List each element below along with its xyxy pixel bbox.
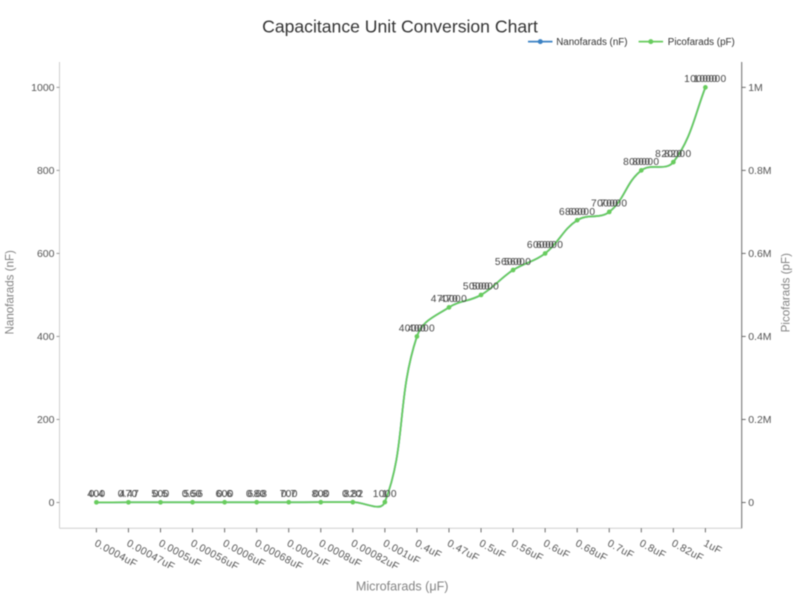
svg-text:Nanofarads (nF): Nanofarads (nF) [556, 37, 627, 48]
svg-text:820: 820 [664, 149, 682, 160]
svg-text:1M: 1M [748, 82, 763, 94]
svg-text:680: 680 [568, 207, 586, 218]
svg-text:470000: 470000 [431, 294, 467, 305]
svg-text:400: 400 [37, 331, 55, 343]
svg-text:680: 680 [248, 489, 266, 500]
svg-text:Picofarads (pF): Picofarads (pF) [780, 253, 793, 332]
svg-text:1000: 1000 [373, 489, 397, 500]
svg-text:Microfarads (μF): Microfarads (μF) [356, 579, 449, 593]
svg-text:0.4M: 0.4M [748, 331, 771, 343]
svg-text:0.5: 0.5 [153, 489, 168, 500]
svg-text:Picofarads (pF): Picofarads (pF) [668, 37, 735, 48]
svg-text:0.7: 0.7 [281, 489, 296, 500]
svg-text:Capacitance Unit Conversion Ch: Capacitance Unit Conversion Chart [262, 17, 538, 37]
svg-text:1000000: 1000000 [684, 74, 726, 85]
svg-text:0: 0 [49, 497, 55, 509]
svg-text:0.68: 0.68 [246, 489, 267, 500]
svg-text:0.82: 0.82 [342, 489, 363, 500]
svg-text:800: 800 [312, 489, 330, 500]
svg-text:1: 1 [382, 489, 388, 500]
svg-text:560000: 560000 [495, 257, 531, 268]
svg-text:0.8M: 0.8M [748, 165, 771, 177]
svg-text:0.6M: 0.6M [748, 248, 771, 260]
svg-text:0: 0 [748, 497, 754, 509]
svg-text:1000: 1000 [31, 82, 55, 94]
svg-text:0.8: 0.8 [313, 489, 328, 500]
svg-text:600: 600 [536, 240, 554, 251]
svg-text:470: 470 [119, 489, 137, 500]
svg-text:200: 200 [37, 414, 55, 426]
svg-text:400000: 400000 [399, 323, 435, 334]
svg-text:1000: 1000 [693, 74, 717, 85]
svg-text:600000: 600000 [527, 240, 563, 251]
svg-text:400: 400 [408, 323, 426, 334]
svg-text:700: 700 [280, 489, 298, 500]
svg-text:0.6: 0.6 [217, 489, 232, 500]
svg-text:0.4: 0.4 [89, 489, 104, 500]
svg-text:560: 560 [504, 257, 522, 268]
svg-text:700: 700 [600, 199, 618, 210]
svg-text:500000: 500000 [463, 282, 499, 293]
svg-text:0.56: 0.56 [182, 489, 203, 500]
svg-text:800000: 800000 [623, 157, 659, 168]
svg-text:0.2M: 0.2M [748, 414, 771, 426]
svg-text:0.47: 0.47 [118, 489, 139, 500]
svg-text:470: 470 [440, 294, 458, 305]
svg-text:500: 500 [472, 282, 490, 293]
svg-text:600: 600 [216, 489, 234, 500]
svg-text:Nanofarads (nF): Nanofarads (nF) [4, 250, 17, 335]
svg-text:820: 820 [344, 489, 362, 500]
svg-text:560: 560 [183, 489, 201, 500]
svg-text:400: 400 [87, 489, 105, 500]
svg-text:700000: 700000 [591, 199, 627, 210]
svg-text:800: 800 [632, 157, 650, 168]
svg-text:800: 800 [37, 165, 55, 177]
svg-text:680000: 680000 [559, 207, 595, 218]
svg-text:820000: 820000 [655, 149, 691, 160]
svg-text:500: 500 [151, 489, 169, 500]
svg-text:600: 600 [37, 248, 55, 260]
